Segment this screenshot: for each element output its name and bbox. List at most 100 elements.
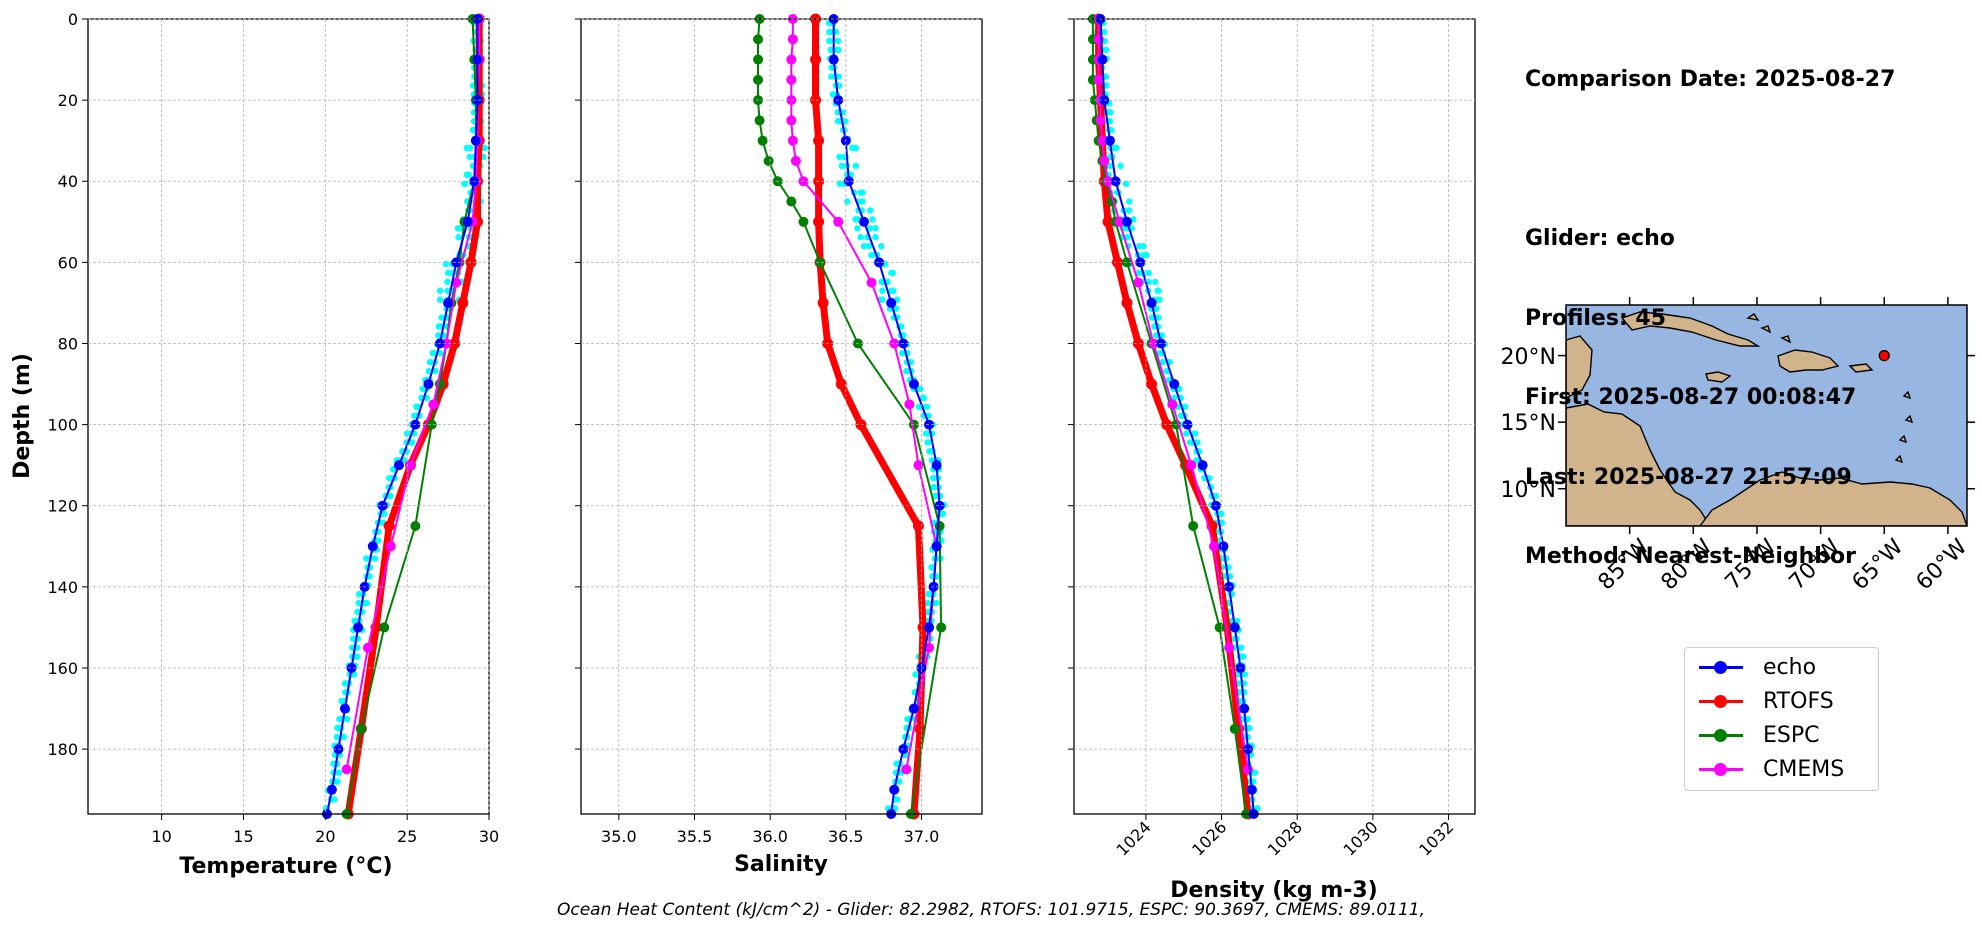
map-land-bahamas: [1746, 313, 1792, 344]
data-point-espc: [1188, 521, 1199, 532]
data-point-espc: [753, 34, 764, 45]
glider-raw-point: [333, 733, 340, 741]
data-point-echo: [367, 541, 378, 552]
glider-raw-point: [349, 635, 357, 642]
glider-raw-point: [1155, 314, 1162, 321]
glider-raw-point: [435, 323, 442, 330]
data-point-rtofs: [1146, 378, 1158, 390]
data-point-rtofs: [1221, 621, 1233, 633]
glider-raw-point: [409, 439, 416, 446]
data-point-cmems: [362, 642, 373, 653]
data-point-rtofs: [855, 419, 867, 431]
y-tick-label: 180: [47, 740, 78, 759]
glider-raw-point: [1194, 439, 1201, 446]
data-point-cmems: [787, 135, 798, 146]
glider-raw-point: [1152, 278, 1159, 286]
glider-raw-point: [1126, 198, 1133, 205]
data-point-echo: [377, 500, 388, 511]
y-tick-label: 0: [68, 10, 78, 29]
data-point-echo: [470, 135, 481, 146]
data-point-espc: [1214, 622, 1225, 633]
data-point-cmems: [1093, 74, 1104, 85]
data-point-echo: [1169, 379, 1180, 390]
data-point-espc: [1229, 723, 1240, 734]
glider-raw-point: [432, 367, 439, 375]
data-point-espc: [936, 622, 947, 633]
data-point-cmems: [1097, 135, 1108, 146]
glider-raw-point: [835, 46, 842, 54]
glider-raw-point: [1238, 644, 1245, 651]
salinity-xlabel: Salinity: [734, 852, 828, 877]
glider-raw-point: [442, 260, 450, 268]
map-lat-label: 10°N: [1501, 478, 1556, 503]
glider-raw-point: [335, 769, 343, 776]
legend: echo RTOFS ESPC CMEMS: [1684, 647, 1879, 791]
data-point-cmems: [385, 541, 396, 552]
glider-raw-point: [1154, 287, 1161, 294]
data-point-rtofs: [457, 297, 469, 309]
data-point-echo: [1097, 54, 1108, 65]
data-point-echo: [924, 622, 935, 633]
glider-raw-point: [1163, 367, 1170, 375]
glider-raw-point: [1191, 430, 1198, 437]
glider-raw-point: [1102, 73, 1110, 80]
glider-raw-point: [455, 234, 462, 241]
x-tick-label: 1024: [1112, 817, 1154, 859]
data-point-cmems: [786, 54, 797, 65]
ocean-heat-content-summary: Ocean Heat Content (kJ/cm^2) - Glider: 8…: [556, 900, 1426, 920]
temperature-xlabel: Temperature (°C): [179, 854, 392, 879]
glider-raw-point: [1125, 207, 1133, 214]
data-point-echo: [931, 460, 942, 471]
glider-raw-point: [1130, 216, 1137, 223]
data-point-espc: [934, 521, 945, 532]
glider-raw-point: [1241, 671, 1249, 678]
data-point-rtofs: [1112, 256, 1124, 268]
caribbean-map: 20°N 15°N 10°N 85°W 80°W 75°W 70°W 65°W …: [1501, 297, 1975, 595]
glider-raw-point: [898, 350, 906, 357]
glider-raw-point: [878, 242, 885, 250]
salinity-panel: 35.0 35.5 36.0 36.5 37.0 Salinity: [575, 13, 983, 877]
data-point-echo: [889, 784, 900, 795]
glider-raw-point: [444, 287, 451, 294]
glider-raw-point: [1135, 269, 1142, 277]
map-land-jamaica: [1705, 371, 1732, 383]
glider-raw-point: [836, 180, 843, 187]
legend-item-echo: echo: [1695, 654, 1875, 684]
data-point-echo: [1239, 703, 1250, 714]
data-point-cmems: [913, 460, 924, 471]
data-point-echo: [346, 662, 357, 673]
glider-raw-point: [912, 671, 919, 678]
data-point-rtofs: [1121, 297, 1133, 309]
glider-raw-point: [1111, 144, 1118, 152]
glider-raw-point: [829, 91, 837, 98]
glider-raw-point: [1117, 162, 1124, 170]
glider-raw-point: [1143, 251, 1150, 259]
glider-raw-point: [429, 350, 436, 357]
data-point-echo: [1121, 216, 1132, 227]
y-tick-label: 60: [58, 253, 78, 272]
density-panel: 1024 1026 1028 1030 1032 Density (kg m-3): [1068, 13, 1476, 903]
data-point-cmems: [428, 399, 439, 410]
data-point-cmems: [1148, 338, 1159, 349]
temperature-panel: 10 15 20 25 30 0 20 40 60 80 100 120 140 160 180 Tempe…: [10, 10, 499, 879]
glider-raw-point: [461, 180, 468, 187]
glider-raw-point: [866, 242, 873, 250]
glider-raw-point: [1101, 28, 1108, 36]
x-tick-label: 30: [479, 827, 499, 846]
glider-position-marker: [1878, 349, 1890, 362]
comparison-date: Comparison Date: 2025-08-27: [1525, 67, 1896, 92]
glider-raw-point: [413, 403, 420, 410]
data-point-cmems: [451, 277, 462, 288]
legend-item-rtofs: RTOFS: [1695, 688, 1875, 718]
data-point-cmems: [889, 338, 900, 349]
data-point-echo: [339, 703, 350, 714]
legend-label: echo: [1763, 655, 1817, 680]
glider-raw-point: [338, 698, 346, 705]
data-point-cmems: [904, 399, 915, 410]
data-point-echo: [353, 622, 364, 633]
glider-raw-point: [836, 153, 843, 161]
glider-raw-point: [889, 269, 896, 277]
glider-raw-point: [872, 225, 879, 232]
data-point-echo: [393, 460, 404, 471]
glider-raw-point: [1159, 358, 1166, 366]
